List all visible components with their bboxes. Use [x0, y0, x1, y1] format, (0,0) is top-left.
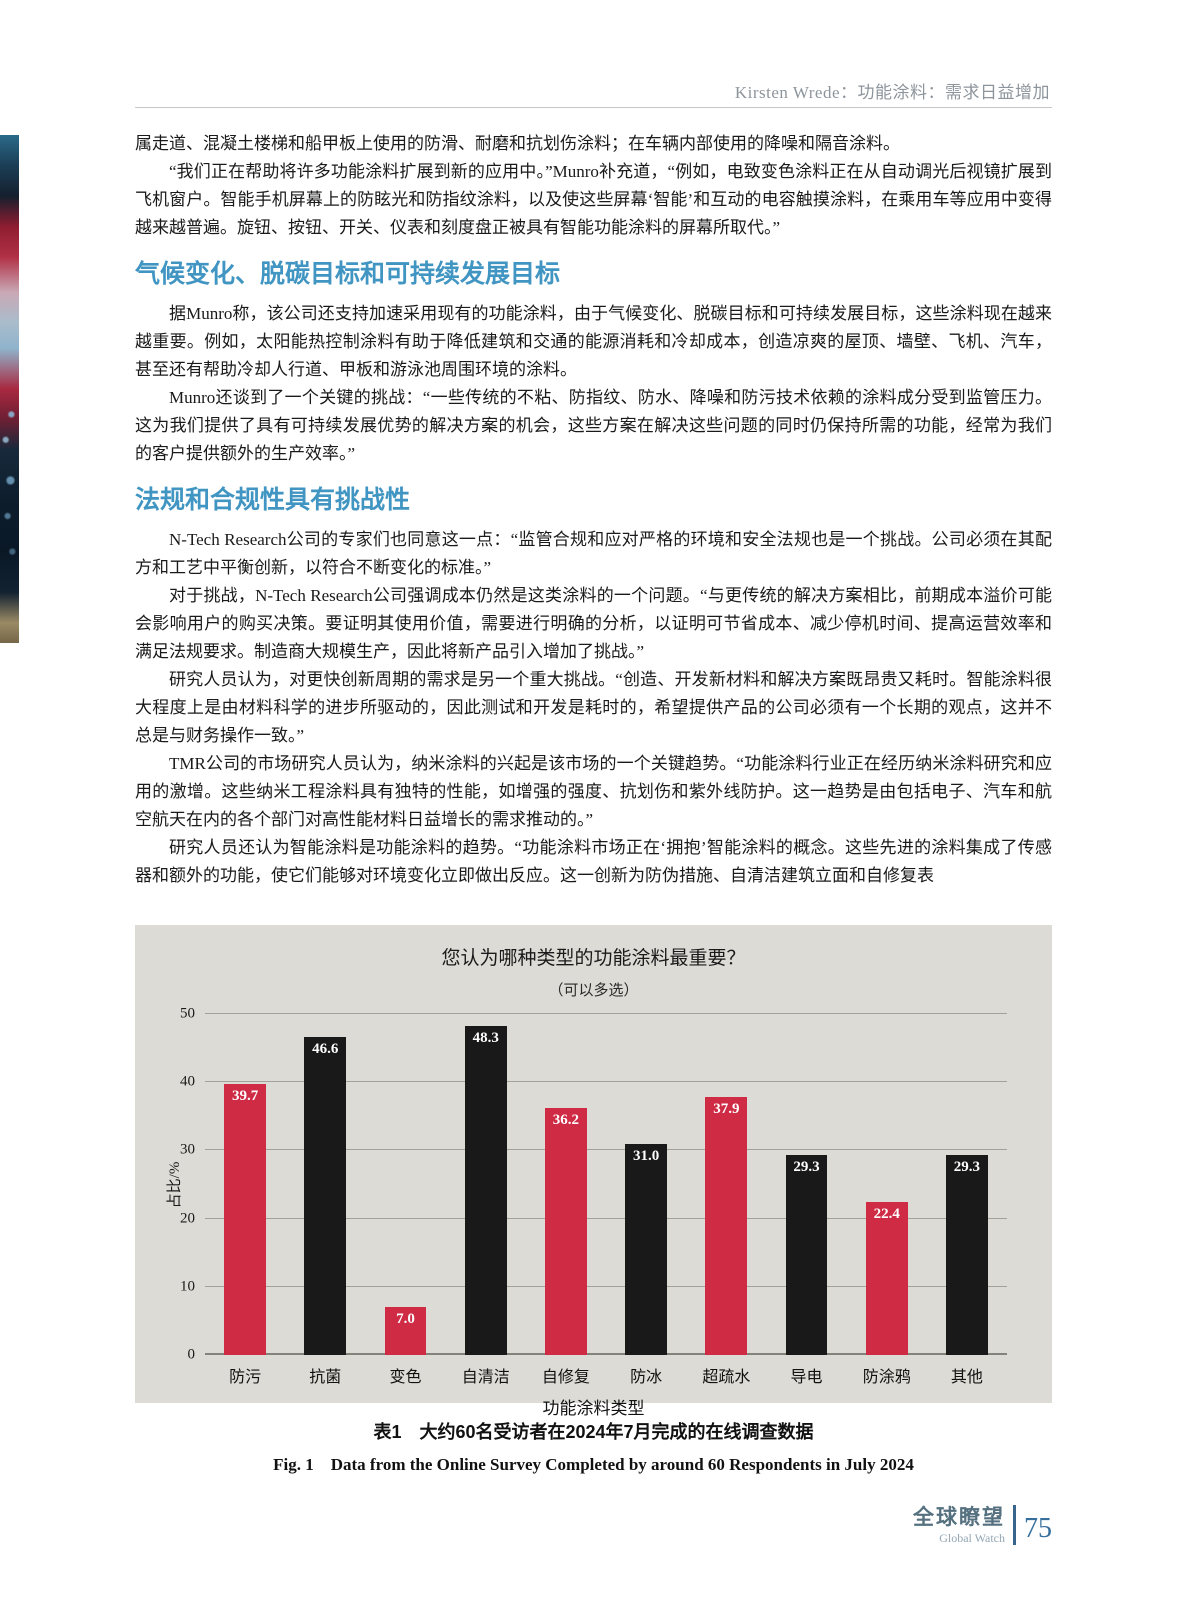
- y-tick-50: 50: [180, 1005, 195, 1022]
- bar-超疏水: 37.9: [705, 1096, 748, 1355]
- brand-chinese: 全球瞭望: [913, 1505, 1005, 1529]
- gridline-y-20: [205, 1217, 1007, 1219]
- column-防冰: 31.0: [606, 1014, 686, 1355]
- page-number: 75: [1024, 1513, 1052, 1544]
- y-axis-label: 占比/%: [166, 1161, 183, 1208]
- y-tick-0: 0: [187, 1346, 196, 1363]
- bar-自清洁: 48.3: [464, 1025, 507, 1355]
- bar-value-自修复: 36.2: [552, 1112, 580, 1129]
- y-tick-30: 30: [180, 1141, 195, 1158]
- plot-area: 0 10 20 30 40 50 39.7 46.6 7.0 48.3 36.2 31.0 37.9 29…: [180, 1006, 1007, 1362]
- bar-抗菌: 46.6: [304, 1037, 347, 1355]
- gridline-y-0: [205, 1353, 1007, 1355]
- page-footer: 全球瞭望 Global Watch 75: [913, 1505, 1052, 1545]
- paragraph: 属走道、混凝土楼梯和船甲板上使用的防滑、耐磨和抗划伤涂料；在车辆内部使用的降噪和…: [135, 134, 900, 153]
- column-导电: 29.3: [766, 1014, 846, 1355]
- journal-section-brand: 全球瞭望 Global Watch: [913, 1506, 1005, 1545]
- chart-title: 您认为哪种类型的功能涂料最重要？: [441, 948, 746, 969]
- paragraph: 研究人员认为，对更快创新周期的需求是另一个重大挑战。“创造、开发新材料和解决方案…: [135, 670, 1052, 745]
- column-抗菌: 46.6: [285, 1014, 365, 1355]
- figure-captions: 表1 大约60名受访者在2024年7月完成的在线调查数据 Fig. 1 Data…: [135, 1418, 1052, 1475]
- y-tick-40: 40: [180, 1073, 195, 1090]
- figure-caption-english: Fig. 1 Data from the Online Survey Compl…: [273, 1455, 914, 1474]
- bar-columns: 39.7 46.6 7.0 48.3 36.2 31.0 37.9 29.3 22.4 29.3: [205, 1014, 1007, 1355]
- plot-zone: 占比/% 0 10 20 30 40 50 39.7 46.6 7.0 48.3 36.2 31.0 3…: [167, 1006, 1007, 1362]
- bar-自修复: 36.2: [545, 1108, 587, 1355]
- section-heading-climate: 气候变化、脱碳目标和可持续发展目标: [135, 260, 561, 288]
- section-heading-regulation: 法规和合规性具有挑战性: [135, 486, 411, 514]
- x-tick-防污: 防污: [229, 1369, 262, 1386]
- x-tick-自清洁: 自清洁: [461, 1369, 510, 1386]
- column-变色: 7.0: [365, 1014, 445, 1355]
- x-axis-label: 功能涂料类型: [542, 1399, 645, 1418]
- bar-value-其他: 29.3: [953, 1159, 981, 1176]
- chart-subtitle: （可以多选）: [548, 983, 639, 999]
- x-tick-防冰: 防冰: [630, 1369, 663, 1386]
- survey-bar-chart: 您认为哪种类型的功能涂料最重要？ （可以多选） 占比/% 0 10 20 30 40 50…: [135, 925, 1052, 1418]
- paragraph: 研究人员还认为智能涂料是功能涂料的趋势。“功能涂料市场正在‘拥抱’智能涂料的概念…: [135, 838, 1052, 885]
- column-其他: 29.3: [927, 1014, 1007, 1355]
- x-tick-导电: 导电: [790, 1369, 823, 1386]
- gridline-y-50: [205, 1013, 1007, 1014]
- y-tick-20: 20: [180, 1210, 195, 1227]
- bar-value-抗菌: 46.6: [312, 1041, 339, 1058]
- paragraph: Munro还谈到了一个关键的挑战：“一些传统的不粘、防指纹、防水、降噪和防污技术…: [135, 388, 1052, 463]
- bar-防涂鸦: 22.4: [865, 1202, 908, 1355]
- x-tick-超疏水: 超疏水: [702, 1369, 751, 1386]
- gridline-y-40: [205, 1081, 1007, 1083]
- paragraph: 对于挑战，N-Tech Research公司强调成本仍然是这类涂料的一个问题。“…: [135, 586, 1052, 661]
- column-超疏水: 37.9: [686, 1014, 766, 1355]
- column-防污: 39.7: [205, 1014, 285, 1355]
- x-tick-其他: 其他: [950, 1369, 983, 1386]
- y-tick-10: 10: [180, 1278, 195, 1295]
- paragraph: N-Tech Research公司的专家们也同意这一点：“监管合规和应对严格的环…: [135, 530, 1052, 577]
- bar-value-防污: 39.7: [231, 1088, 259, 1105]
- column-防涂鸦: 22.4: [847, 1014, 927, 1355]
- bar-value-防冰: 31.0: [632, 1147, 660, 1164]
- bar-value-导电: 29.3: [793, 1159, 820, 1176]
- header-rule: [135, 107, 1052, 108]
- bar-防冰: 31.0: [625, 1143, 667, 1355]
- column-自清洁: 48.3: [446, 1014, 526, 1355]
- bar-防污: 39.7: [224, 1084, 266, 1355]
- bar-其他: 29.3: [946, 1155, 988, 1355]
- column-自修复: 36.2: [526, 1014, 606, 1355]
- bar-value-超疏水: 37.9: [713, 1100, 740, 1117]
- paragraph: TMR公司的市场研究人员认为，纳米涂料的兴起是该市场的一个关键趋势。“功能涂料行…: [135, 754, 1052, 829]
- gridline-y-10: [205, 1285, 1007, 1287]
- running-header: Kirsten Wrede：功能涂料：需求日益增加: [734, 83, 1050, 102]
- article-body: 属走道、混凝土楼梯和船甲板上使用的防滑、耐磨和抗划伤涂料；在车辆内部使用的降噪和…: [135, 130, 1052, 890]
- x-tick-防涂鸦: 防涂鸦: [862, 1369, 911, 1386]
- x-axis-category-labels: 防污 抗菌 变色 自清洁 自修复 防冰 超疏水 导电 防涂鸦 其他: [205, 1363, 1007, 1387]
- x-tick-自修复: 自修复: [541, 1369, 590, 1386]
- bar-导电: 29.3: [785, 1155, 828, 1355]
- bar-value-自清洁: 48.3: [472, 1029, 499, 1046]
- left-margin-photo: [0, 135, 19, 643]
- figure-caption-chinese: 表1 大约60名受访者在2024年7月完成的在线调查数据: [373, 1422, 814, 1442]
- gridline-y-30: [205, 1149, 1007, 1151]
- x-tick-变色: 变色: [389, 1369, 422, 1386]
- bar-变色: 7.0: [384, 1307, 427, 1355]
- paragraph: “我们正在帮助将许多功能涂料扩展到新的应用中。”Munro补充道，“例如，电致变…: [135, 162, 1052, 237]
- bar-value-变色: 7.0: [396, 1311, 415, 1328]
- brand-english: Global Watch: [939, 1530, 1005, 1545]
- paragraph: 据Munro称，该公司还支持加速采用现有的功能涂料，由于气候变化、脱碳目标和可持…: [135, 304, 1052, 379]
- bar-value-防涂鸦: 22.4: [873, 1206, 900, 1223]
- x-tick-抗菌: 抗菌: [309, 1369, 342, 1386]
- footer-divider: [1013, 1505, 1016, 1545]
